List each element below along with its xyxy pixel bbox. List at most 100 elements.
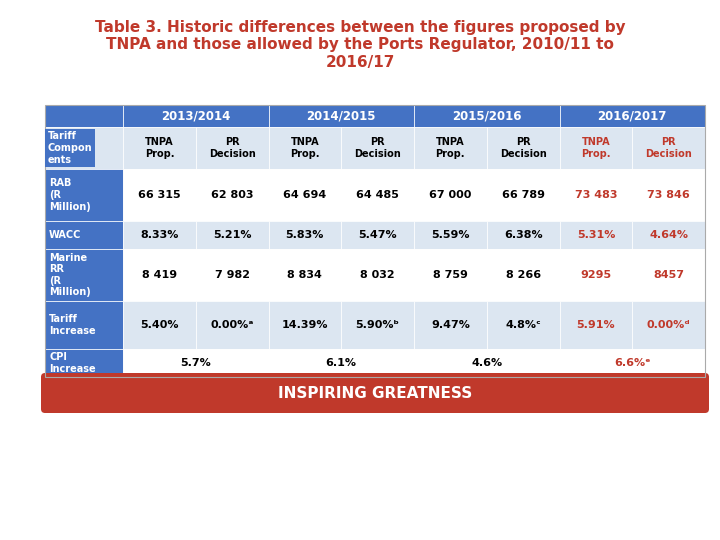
Bar <box>487 221 559 249</box>
Bar <box>123 349 269 377</box>
Text: 5.7%: 5.7% <box>181 358 211 368</box>
Text: Tariff
Compon
ents: Tariff Compon ents <box>48 131 93 165</box>
Bar <box>269 169 341 221</box>
Text: 9295: 9295 <box>580 270 611 280</box>
Text: 4.8%ᶜ: 4.8%ᶜ <box>505 320 541 330</box>
Text: 66 789: 66 789 <box>502 190 544 200</box>
Bar <box>632 127 705 169</box>
Text: 8457: 8457 <box>653 270 684 280</box>
Text: 8 834: 8 834 <box>287 270 323 280</box>
Text: 0.00%ᵈ: 0.00%ᵈ <box>647 320 690 330</box>
Text: 67 000: 67 000 <box>429 190 472 200</box>
Text: 2015/2016: 2015/2016 <box>452 110 521 123</box>
Text: 8 419: 8 419 <box>142 270 177 280</box>
Bar <box>45 169 123 221</box>
Text: TNPA
Prop.: TNPA Prop. <box>581 137 611 159</box>
Bar <box>196 249 269 301</box>
Bar <box>123 301 196 349</box>
Text: 6.1%: 6.1% <box>325 358 356 368</box>
Bar <box>123 249 196 301</box>
Text: TNPA
Prop.: TNPA Prop. <box>145 137 174 159</box>
Text: WACC: WACC <box>49 230 81 240</box>
Text: TNPA
Prop.: TNPA Prop. <box>436 137 465 159</box>
Bar <box>123 127 196 169</box>
Text: 73 483: 73 483 <box>575 190 617 200</box>
Bar <box>414 249 487 301</box>
Text: 4.64%: 4.64% <box>649 230 688 240</box>
Bar <box>632 301 705 349</box>
Bar <box>45 127 123 169</box>
Text: 8.33%: 8.33% <box>140 230 179 240</box>
Text: 5.47%: 5.47% <box>359 230 397 240</box>
FancyBboxPatch shape <box>41 373 709 413</box>
Bar <box>196 301 269 349</box>
Text: 6.6%ᵉ: 6.6%ᵉ <box>614 358 650 368</box>
Bar <box>269 105 414 127</box>
Bar <box>341 127 414 169</box>
Text: INSPIRING GREATNESS: INSPIRING GREATNESS <box>278 386 472 401</box>
Bar <box>45 221 123 249</box>
Bar <box>341 249 414 301</box>
Text: 8 266: 8 266 <box>505 270 541 280</box>
Text: 64 694: 64 694 <box>283 190 326 200</box>
Text: 64 485: 64 485 <box>356 190 399 200</box>
Text: RAB
(R
Million): RAB (R Million) <box>49 178 91 212</box>
Text: Tariff
Increase: Tariff Increase <box>49 314 96 336</box>
Bar <box>559 349 705 377</box>
Text: PR
Decision: PR Decision <box>209 137 256 159</box>
Bar <box>269 349 414 377</box>
Text: 7 982: 7 982 <box>215 270 250 280</box>
Text: PR
Decision: PR Decision <box>645 137 692 159</box>
Bar <box>269 221 341 249</box>
Text: TNPA
Prop.: TNPA Prop. <box>290 137 320 159</box>
Bar <box>487 127 559 169</box>
Bar <box>269 127 341 169</box>
Text: 5.90%ᵇ: 5.90%ᵇ <box>356 320 400 330</box>
Bar <box>632 169 705 221</box>
Bar <box>487 249 559 301</box>
Text: 5.21%: 5.21% <box>213 230 251 240</box>
Bar <box>196 221 269 249</box>
Text: 5.31%: 5.31% <box>577 230 615 240</box>
Text: Table 3. Historic differences between the figures proposed by
TNPA and those all: Table 3. Historic differences between th… <box>95 20 625 70</box>
Bar <box>45 349 123 377</box>
Text: PR
Decision: PR Decision <box>500 137 546 159</box>
Bar <box>414 105 559 127</box>
Text: 73 846: 73 846 <box>647 190 690 200</box>
Bar <box>341 169 414 221</box>
Text: 4.6%: 4.6% <box>471 358 503 368</box>
Text: 2014/2015: 2014/2015 <box>307 110 376 123</box>
Text: Marine
RR
(R
Million): Marine RR (R Million) <box>49 253 91 298</box>
Bar <box>341 301 414 349</box>
Bar <box>559 105 705 127</box>
Bar <box>414 349 559 377</box>
Bar <box>559 127 632 169</box>
Bar <box>559 221 632 249</box>
Bar <box>632 249 705 301</box>
Bar <box>123 221 196 249</box>
Bar <box>559 301 632 349</box>
Text: 2013/2014: 2013/2014 <box>161 110 230 123</box>
Text: 5.83%: 5.83% <box>286 230 324 240</box>
Bar <box>45 105 123 127</box>
Text: 62 803: 62 803 <box>211 190 253 200</box>
Bar <box>414 221 487 249</box>
Bar <box>269 249 341 301</box>
Bar <box>123 169 196 221</box>
Text: CPI
Increase: CPI Increase <box>49 352 96 374</box>
Bar <box>45 105 705 377</box>
Text: 0.00%ᵃ: 0.00%ᵃ <box>210 320 254 330</box>
Bar <box>559 249 632 301</box>
Bar <box>414 169 487 221</box>
Bar <box>196 127 269 169</box>
Text: 5.59%: 5.59% <box>431 230 469 240</box>
Bar <box>45 249 123 301</box>
Text: 5.91%: 5.91% <box>577 320 615 330</box>
Bar <box>487 169 559 221</box>
Bar <box>632 221 705 249</box>
Bar <box>414 127 487 169</box>
Text: 14.39%: 14.39% <box>282 320 328 330</box>
Text: 2016/2017: 2016/2017 <box>598 110 667 123</box>
Text: PR
Decision: PR Decision <box>354 137 401 159</box>
Text: 66 315: 66 315 <box>138 190 181 200</box>
